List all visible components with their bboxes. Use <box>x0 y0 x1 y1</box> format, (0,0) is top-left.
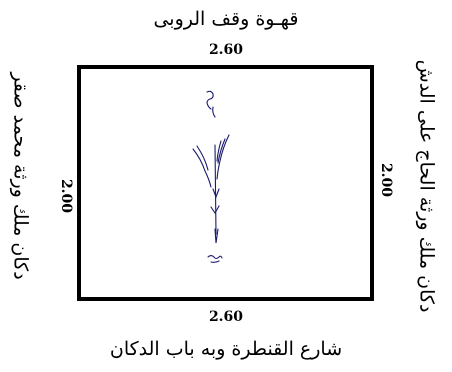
bottom-dimension-label: 2.60 <box>208 309 244 325</box>
shop-plan-outline <box>77 65 374 301</box>
left-dimension-label: 2.00 <box>58 178 74 214</box>
south-street-label: شارع القنطرة وبه باب الدكان <box>109 338 343 360</box>
pencil-sketch-mark <box>192 90 230 263</box>
north-neighbor-label: قهـوة وقف الروبى <box>153 8 299 30</box>
west-neighbor-label: دكان ملك ورثة محمد صقر <box>9 72 32 280</box>
right-dimension-label: 2.00 <box>378 162 394 198</box>
east-neighbor-label: دكان ملك ورثة الحاج على الدش <box>415 59 438 313</box>
top-dimension-label: 2.60 <box>208 42 244 58</box>
